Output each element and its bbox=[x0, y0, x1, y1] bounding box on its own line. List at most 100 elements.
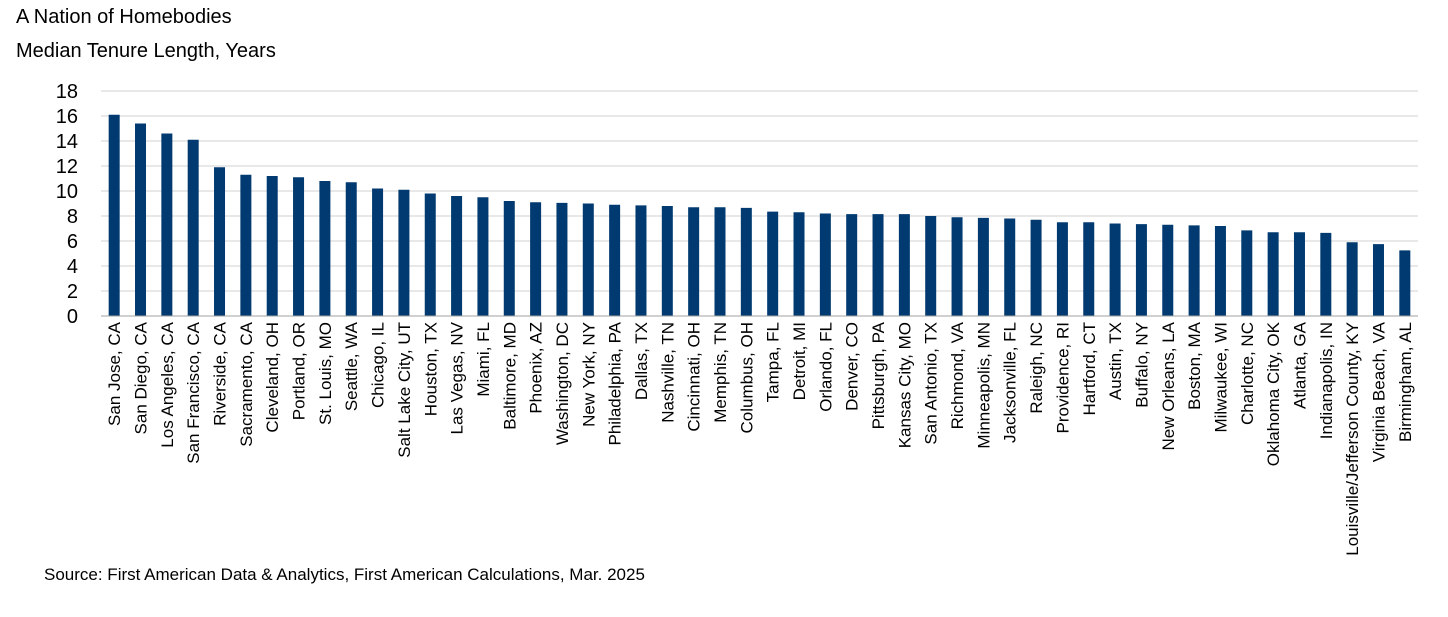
bar bbox=[635, 205, 647, 316]
x-tick-label: Virginia Beach, VA bbox=[1369, 321, 1388, 462]
x-tick-label: San Francisco, CA bbox=[184, 321, 203, 463]
bar bbox=[1135, 224, 1147, 316]
x-tick-label: St. Louis, MO bbox=[316, 322, 335, 425]
bar bbox=[1004, 218, 1016, 316]
x-tick-label: San Antonio, TX bbox=[922, 322, 941, 445]
x-tick-label: Louisville/Jefferson County, KY bbox=[1343, 322, 1362, 556]
y-tick-label: 18 bbox=[56, 81, 78, 103]
x-tick-label: Milwaukee, WI bbox=[1211, 322, 1230, 433]
chart-subtitle: Median Tenure Length, Years bbox=[16, 40, 276, 62]
y-tick-label: 16 bbox=[56, 106, 78, 128]
x-tick-label: Phoenix, AZ bbox=[527, 322, 546, 414]
bar bbox=[1030, 219, 1042, 316]
y-tick-label: 2 bbox=[67, 281, 78, 303]
bar bbox=[1267, 232, 1279, 316]
bar bbox=[819, 213, 831, 316]
bar bbox=[1372, 244, 1384, 316]
x-tick-label: Jacksonville, FL bbox=[1001, 322, 1020, 443]
x-tick-label: Charlotte, NC bbox=[1238, 322, 1257, 425]
x-tick-label: Philadelphia, PA bbox=[606, 321, 625, 445]
x-axis: San Jose, CA San Diego, CA Los Angeles, CA… bbox=[101, 315, 1418, 556]
bar bbox=[1399, 250, 1411, 316]
x-tick-label: Hartford, CT bbox=[1080, 322, 1099, 416]
bar bbox=[846, 214, 858, 316]
x-tick-label: Seattle, WA bbox=[342, 321, 361, 411]
x-tick-label: Austin, TX bbox=[1106, 322, 1125, 400]
x-tick-label: New Orleans, LA bbox=[1159, 321, 1178, 450]
bar bbox=[872, 214, 884, 316]
x-tick-label: Baltimore, MD bbox=[500, 322, 519, 430]
y-tick-label: 14 bbox=[56, 131, 78, 153]
x-tick-label: Cincinnati, OH bbox=[685, 322, 704, 432]
y-tick-label: 6 bbox=[67, 231, 78, 253]
x-tick-label: Washington, DC bbox=[553, 322, 572, 445]
bar bbox=[1162, 224, 1174, 316]
bar bbox=[1320, 232, 1332, 316]
x-tick-label: Indianapolis, IN bbox=[1317, 322, 1336, 439]
x-tick-label: Miami, FL bbox=[474, 322, 493, 397]
y-tick-label: 8 bbox=[67, 206, 78, 228]
bar bbox=[977, 217, 989, 316]
bar bbox=[345, 182, 357, 316]
bar bbox=[266, 176, 278, 316]
bar bbox=[925, 216, 937, 316]
bar bbox=[187, 139, 199, 316]
x-tick-label: Portland, OR bbox=[290, 322, 309, 420]
x-tick-label: Los Angeles, CA bbox=[158, 321, 177, 447]
bars bbox=[108, 114, 1411, 316]
x-tick-label: Richmond, VA bbox=[948, 321, 967, 429]
bar bbox=[1056, 222, 1068, 316]
bar bbox=[530, 202, 542, 316]
bar bbox=[108, 114, 120, 316]
bar bbox=[1083, 222, 1095, 316]
x-tick-label: San Diego, CA bbox=[132, 321, 151, 434]
bar bbox=[1346, 242, 1358, 316]
x-tick-label: Tampa, FL bbox=[764, 322, 783, 402]
bar bbox=[556, 202, 568, 316]
bar bbox=[503, 201, 515, 316]
x-tick-label: Minneapolis, MN bbox=[974, 322, 993, 449]
bar bbox=[1188, 225, 1200, 316]
y-tick-label: 4 bbox=[67, 256, 78, 278]
bar bbox=[161, 133, 173, 316]
x-tick-label: Houston, TX bbox=[421, 322, 440, 416]
x-tick-label: Nashville, TN bbox=[658, 322, 677, 423]
y-tick-label: 12 bbox=[56, 156, 78, 178]
bar bbox=[1109, 223, 1121, 316]
bar bbox=[609, 204, 621, 316]
x-tick-label: New York, NY bbox=[579, 322, 598, 427]
bar bbox=[1214, 226, 1226, 316]
x-tick-label: Boston, MA bbox=[1185, 321, 1204, 410]
y-axis: 0 2 4 6 8 10 12 14 16 18 bbox=[56, 81, 78, 328]
x-tick-label: Kansas City, MO bbox=[895, 322, 914, 448]
bar bbox=[688, 207, 700, 316]
x-tick-label: Birmingham, AL bbox=[1396, 322, 1415, 442]
x-tick-label: Sacramento, CA bbox=[237, 321, 256, 446]
x-tick-label: Riverside, CA bbox=[211, 321, 230, 426]
bar bbox=[1241, 230, 1253, 316]
x-tick-label: Orlando, FL bbox=[816, 322, 835, 412]
bar bbox=[740, 207, 752, 316]
bar bbox=[424, 193, 436, 316]
bar bbox=[293, 177, 305, 316]
x-tick-label: Denver, CO bbox=[843, 322, 862, 411]
bar bbox=[214, 167, 226, 316]
bar bbox=[1293, 232, 1305, 316]
x-tick-label: Columbus, OH bbox=[737, 322, 756, 433]
x-tick-label: Buffalo, NY bbox=[1132, 322, 1151, 408]
x-tick-label: Las Vegas, NV bbox=[448, 321, 467, 434]
x-tick-label: Dallas, TX bbox=[632, 322, 651, 400]
x-tick-label: Oklahoma City, OK bbox=[1264, 321, 1283, 466]
bar bbox=[477, 197, 489, 316]
bar bbox=[398, 189, 410, 316]
x-tick-label: San Jose, CA bbox=[105, 321, 124, 426]
bar bbox=[582, 203, 594, 316]
bar bbox=[661, 206, 673, 316]
y-tick-label: 0 bbox=[67, 306, 78, 328]
x-tick-label: Raleigh, NC bbox=[1027, 322, 1046, 414]
bar bbox=[714, 207, 726, 316]
bar bbox=[372, 188, 384, 316]
x-tick-label: Chicago, IL bbox=[369, 322, 388, 408]
bar bbox=[898, 214, 910, 316]
